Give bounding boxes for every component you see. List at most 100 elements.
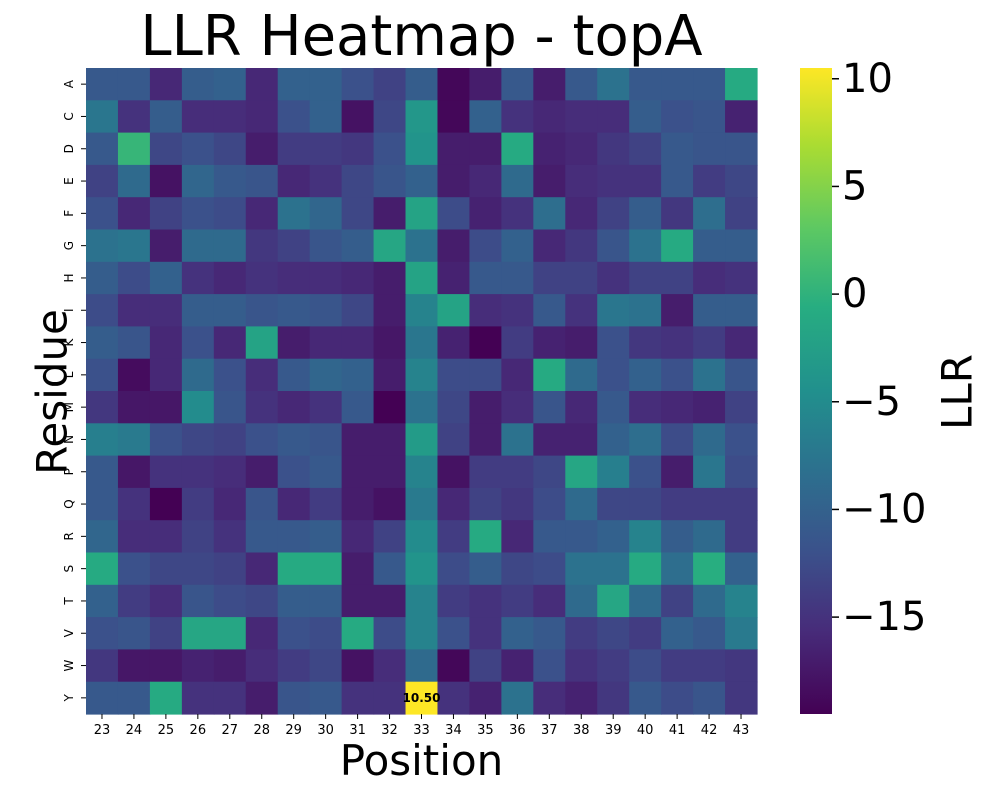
heatmap-cell-G-37 bbox=[533, 229, 566, 263]
heatmap-cell-M-43 bbox=[725, 391, 758, 424]
heatmap-cell-V-25 bbox=[149, 617, 183, 650]
x-tick-labels: 23 24 25 26 27 28 29 30 31 32 33 34 35 36 37 38 39 40 41 42… bbox=[94, 714, 750, 738]
heatmap-cell-G-30 bbox=[309, 229, 343, 263]
heatmap-cell-C-38 bbox=[565, 100, 598, 134]
heatmap-cell-R-25 bbox=[149, 520, 183, 554]
heatmap-cell-N-35 bbox=[469, 423, 502, 457]
heatmap-cell-W-41 bbox=[661, 649, 694, 683]
heatmap-cell-Q-31 bbox=[341, 487, 375, 521]
heatmap-cell-A-24 bbox=[117, 68, 151, 101]
heatmap-cell-E-29 bbox=[277, 164, 311, 198]
heatmap-cell-Y-29 bbox=[277, 681, 311, 715]
heatmap-cell-D-29 bbox=[277, 132, 311, 166]
heatmap-cell-L-35 bbox=[469, 358, 502, 392]
heatmap-cell-E-32 bbox=[373, 164, 407, 198]
heatmap-cell-E-31 bbox=[341, 164, 375, 198]
heatmap-cell-M-28 bbox=[245, 391, 279, 424]
heatmap-cell-M-42 bbox=[693, 391, 726, 424]
heatmap-cell-F-39 bbox=[597, 197, 630, 231]
heatmap-cell-Y-36 bbox=[501, 681, 534, 715]
heatmap-cell-I-28 bbox=[245, 294, 279, 327]
heatmap-cell-F-34 bbox=[437, 197, 471, 231]
heatmap-cell-W-23 bbox=[86, 649, 119, 683]
heatmap-cell-C-34 bbox=[437, 100, 471, 134]
heatmap-cell-R-37 bbox=[533, 520, 566, 554]
heatmap-cell-M-24 bbox=[117, 391, 151, 424]
heatmap-cell-M-32 bbox=[373, 391, 407, 424]
heatmap-cell-R-43 bbox=[725, 520, 758, 554]
heatmap-cell-N-26 bbox=[181, 423, 215, 457]
heatmap-cell-L-32 bbox=[373, 358, 407, 392]
heatmap-cell-S-24 bbox=[117, 552, 151, 586]
heatmap-cell-T-33 bbox=[405, 584, 439, 618]
heatmap-cell-F-38 bbox=[565, 197, 598, 231]
heatmap-cell-M-37 bbox=[533, 391, 566, 424]
heatmap-cell-D-26 bbox=[181, 132, 215, 166]
heatmap-cell-I-36 bbox=[501, 294, 534, 327]
heatmap-cell-T-41 bbox=[661, 584, 694, 618]
x-tick-label-43: 43 bbox=[733, 723, 750, 738]
heatmap-cell-W-30 bbox=[309, 649, 343, 683]
heatmap-cell-G-40 bbox=[629, 229, 662, 263]
heatmap-cell-M-29 bbox=[277, 391, 311, 424]
heatmap-cell-C-42 bbox=[693, 100, 726, 134]
heatmap-cell-W-38 bbox=[565, 649, 598, 683]
colorbar-tick-label: 0 bbox=[842, 271, 867, 317]
heatmap-cell-D-40 bbox=[629, 132, 662, 166]
heatmap-cell-S-36 bbox=[501, 552, 534, 586]
heatmap-cell-D-43 bbox=[725, 132, 758, 166]
heatmap-cell-A-40 bbox=[629, 68, 662, 101]
heatmap-cell-P-31 bbox=[341, 455, 375, 489]
heatmap-cell-T-39 bbox=[597, 584, 630, 618]
heatmap-cell-G-32 bbox=[373, 229, 407, 263]
heatmap-cell-D-25 bbox=[149, 132, 183, 166]
heatmap-cell-Q-28 bbox=[245, 487, 279, 521]
x-tick-label-38: 38 bbox=[573, 723, 590, 738]
heatmap-cell-T-31 bbox=[341, 584, 375, 618]
heatmap-cell-N-39 bbox=[597, 423, 630, 457]
heatmap-cell-Q-42 bbox=[693, 487, 726, 521]
heatmap-cell-E-42 bbox=[693, 164, 726, 198]
heatmap-cell-R-42 bbox=[693, 520, 726, 554]
heatmap-cell-T-40 bbox=[629, 584, 662, 618]
heatmap-cell-F-32 bbox=[373, 197, 407, 231]
heatmap-cell-A-33 bbox=[405, 68, 439, 101]
y-tick-label-H: H bbox=[62, 273, 76, 282]
heatmap-cell-C-37 bbox=[533, 100, 566, 134]
heatmap-cell-R-32 bbox=[373, 520, 407, 554]
y-tick-label-Y: Y bbox=[62, 694, 76, 703]
heatmap-cell-V-26 bbox=[181, 617, 215, 650]
heatmap-cell-W-31 bbox=[341, 649, 375, 683]
heatmap-cell-Y-23 bbox=[86, 681, 119, 715]
heatmap-cell-Q-26 bbox=[181, 487, 215, 521]
heatmap-cell-H-32 bbox=[373, 261, 407, 295]
heatmap-cell-G-35 bbox=[469, 229, 502, 263]
colorbar-tick-label: −10 bbox=[842, 486, 926, 532]
heatmap-cell-V-40 bbox=[629, 617, 662, 650]
heatmap-cell-G-43 bbox=[725, 229, 758, 263]
heatmap-cell-C-35 bbox=[469, 100, 502, 134]
heatmap-cell-W-39 bbox=[597, 649, 630, 683]
y-tick-label-N: N bbox=[62, 435, 76, 444]
heatmap-cell-P-26 bbox=[181, 455, 215, 489]
heatmap-cell-F-42 bbox=[693, 197, 726, 231]
heatmap-cell-D-35 bbox=[469, 132, 502, 166]
heatmap-cell-K-39 bbox=[597, 326, 630, 360]
heatmap-cell-Y-26 bbox=[181, 681, 215, 715]
heatmap-cell-E-39 bbox=[597, 164, 630, 198]
heatmap-cell-G-26 bbox=[181, 229, 215, 263]
heatmap-cell-F-36 bbox=[501, 197, 534, 231]
heatmap-cell-E-33 bbox=[405, 164, 439, 198]
heatmap-cell-G-28 bbox=[245, 229, 279, 263]
heatmap-cell-A-28 bbox=[245, 68, 279, 101]
heatmap-cell-R-30 bbox=[309, 520, 343, 554]
heatmap-cell-E-37 bbox=[533, 164, 566, 198]
heatmap-cell-E-24 bbox=[117, 164, 151, 198]
heatmap-cell-N-31 bbox=[341, 423, 375, 457]
heatmap-cell-V-33 bbox=[405, 617, 439, 650]
x-tick-label-30: 30 bbox=[317, 723, 334, 738]
heatmap-cell-F-40 bbox=[629, 197, 662, 231]
heatmap-cell-P-24 bbox=[117, 455, 151, 489]
heatmap-cell-K-25 bbox=[149, 326, 183, 360]
